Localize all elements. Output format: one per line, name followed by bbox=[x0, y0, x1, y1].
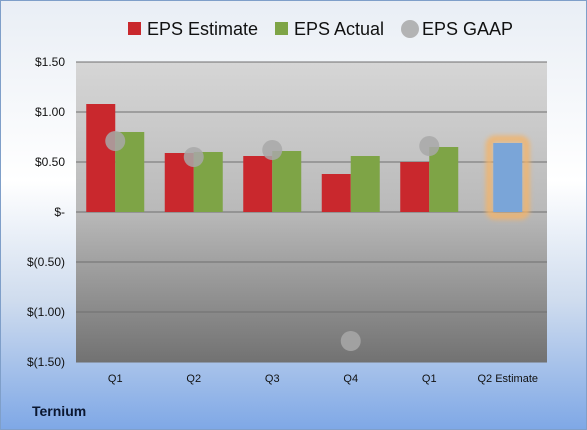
x-tick-label: Q1 bbox=[422, 373, 437, 385]
eps-estimate-bar bbox=[243, 156, 273, 212]
eps-estimate-highlight-bar bbox=[493, 143, 523, 212]
y-tick-label: $1.50 bbox=[35, 55, 65, 69]
y-tick-label: $(1.50) bbox=[27, 355, 65, 369]
legend-label: EPS Estimate bbox=[147, 19, 258, 39]
eps-gaap-point bbox=[262, 140, 283, 160]
legend-label: EPS Actual bbox=[294, 19, 384, 39]
company-name: Ternium bbox=[32, 403, 87, 419]
eps-estimate-bar bbox=[400, 162, 430, 212]
legend-swatch bbox=[401, 20, 419, 38]
eps-estimate-bar bbox=[321, 174, 351, 212]
eps-gaap-point bbox=[183, 147, 204, 167]
legend-label: EPS GAAP bbox=[422, 19, 513, 39]
eps-actual-bar bbox=[429, 147, 459, 212]
x-tick-label: Q3 bbox=[265, 373, 280, 385]
eps-actual-bar bbox=[350, 156, 380, 212]
estimate-bar-glow bbox=[485, 135, 530, 220]
eps-gaap-point bbox=[340, 331, 361, 351]
y-tick-label: $0.50 bbox=[35, 155, 65, 169]
x-tick-label: Q2 Estimate bbox=[477, 373, 538, 385]
x-tick-label: Q2 bbox=[186, 373, 201, 385]
y-tick-label: $(0.50) bbox=[27, 255, 65, 269]
y-tick-label: $1.00 bbox=[35, 105, 65, 119]
eps-gaap-point bbox=[105, 131, 126, 151]
legend-swatch bbox=[128, 22, 141, 35]
eps-actual-bar bbox=[272, 151, 302, 212]
legend-swatch bbox=[275, 22, 288, 35]
eps-gaap-point bbox=[419, 136, 440, 156]
y-tick-label: $(1.00) bbox=[27, 305, 65, 319]
y-tick-label: $- bbox=[54, 205, 65, 219]
x-tick-label: Q1 bbox=[108, 373, 123, 385]
eps-estimate-bar bbox=[86, 104, 116, 212]
x-tick-label: Q4 bbox=[343, 373, 358, 385]
